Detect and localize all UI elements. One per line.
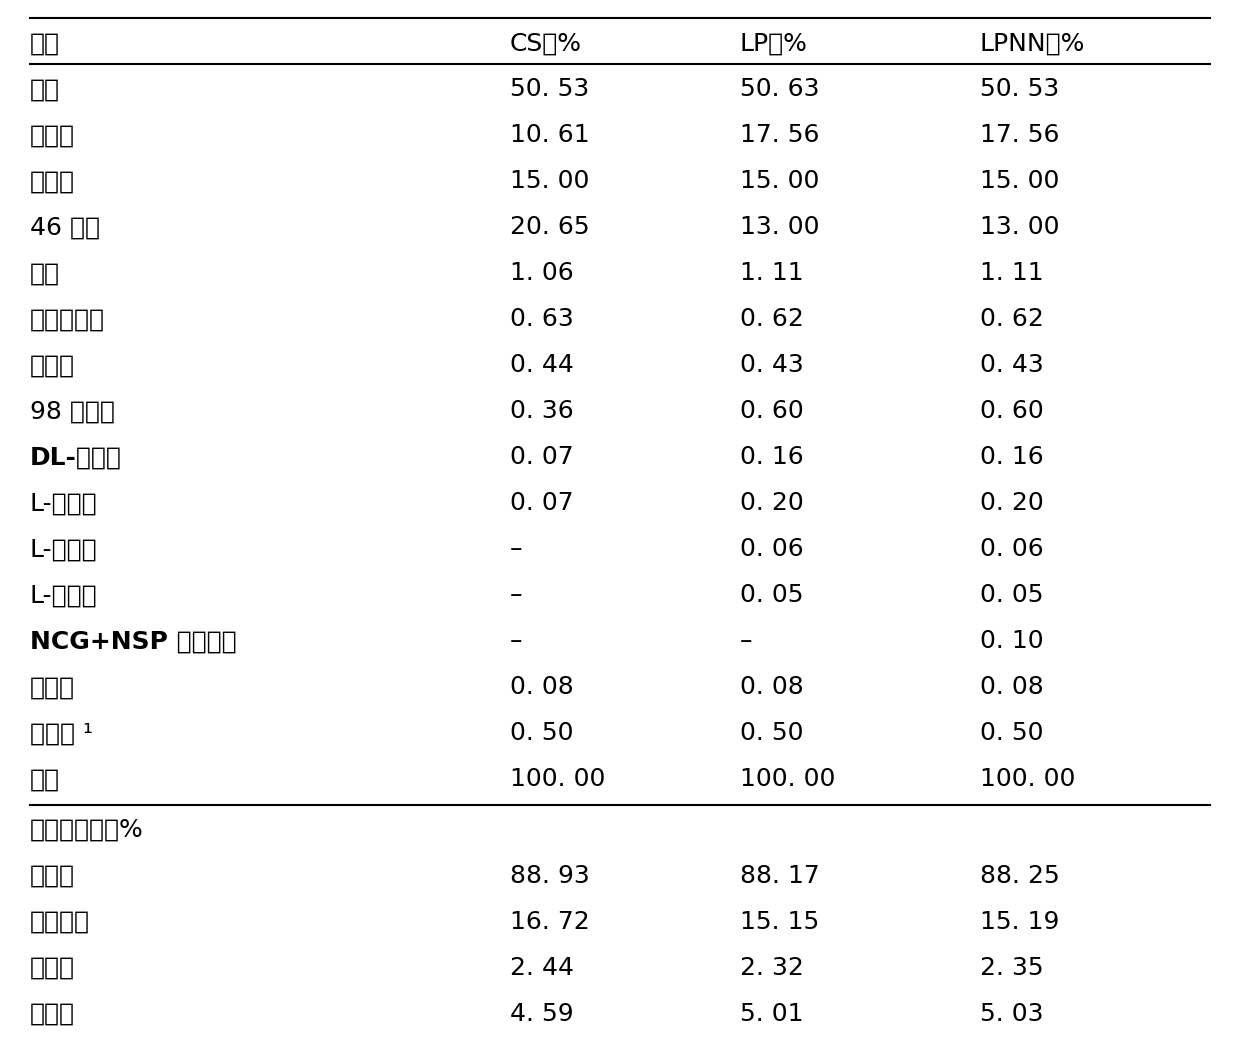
- Text: 0. 05: 0. 05: [980, 584, 1044, 608]
- Text: 0. 63: 0. 63: [510, 308, 574, 332]
- Text: 15. 00: 15. 00: [980, 169, 1059, 194]
- Text: 粗脂肪: 粗脂肪: [30, 956, 74, 980]
- Text: L-苏氨酸: L-苏氨酸: [30, 492, 98, 516]
- Text: 氯化钠: 氯化钠: [30, 354, 74, 378]
- Text: 磷酸一二钙: 磷酸一二钙: [30, 308, 105, 332]
- Text: 100. 00: 100. 00: [980, 768, 1075, 792]
- Text: 米糠粕: 米糠粕: [30, 123, 74, 147]
- Text: 98 赖氨酸: 98 赖氨酸: [30, 400, 115, 424]
- Text: 50. 63: 50. 63: [740, 77, 820, 101]
- Text: 2. 35: 2. 35: [980, 956, 1044, 980]
- Text: 防霉剂: 防霉剂: [30, 676, 74, 700]
- Text: 0. 20: 0. 20: [740, 492, 804, 516]
- Text: L-缬氨酸: L-缬氨酸: [30, 538, 98, 562]
- Text: 46 豆粕: 46 豆粕: [30, 215, 100, 240]
- Text: 0. 06: 0. 06: [740, 538, 804, 562]
- Text: 干物质: 干物质: [30, 864, 74, 888]
- Text: 0. 60: 0. 60: [980, 400, 1044, 424]
- Text: 合计: 合计: [30, 768, 60, 792]
- Text: 0. 62: 0. 62: [980, 308, 1044, 332]
- Text: 0. 16: 0. 16: [740, 446, 804, 470]
- Text: 预混料 ¹: 预混料 ¹: [30, 722, 93, 746]
- Text: 0. 44: 0. 44: [510, 354, 574, 378]
- Text: 0. 08: 0. 08: [740, 676, 804, 700]
- Text: 0. 07: 0. 07: [510, 446, 574, 470]
- Text: 0. 36: 0. 36: [510, 400, 574, 424]
- Text: –: –: [510, 538, 522, 562]
- Text: 粗蛋白质: 粗蛋白质: [30, 910, 91, 934]
- Text: CS，%: CS，%: [510, 31, 582, 55]
- Text: 88. 93: 88. 93: [510, 864, 590, 888]
- Text: 15. 00: 15. 00: [740, 169, 820, 194]
- Text: 17. 56: 17. 56: [740, 123, 820, 147]
- Text: 0. 08: 0. 08: [510, 676, 574, 700]
- Text: 13. 00: 13. 00: [980, 215, 1059, 240]
- Text: 红高梁: 红高梁: [30, 169, 74, 194]
- Text: 100. 00: 100. 00: [740, 768, 836, 792]
- Text: 0. 50: 0. 50: [510, 722, 573, 746]
- Text: 0. 08: 0. 08: [980, 676, 1044, 700]
- Text: –: –: [510, 630, 522, 654]
- Text: 0. 06: 0. 06: [980, 538, 1044, 562]
- Text: 5. 01: 5. 01: [740, 1002, 804, 1026]
- Text: 100. 00: 100. 00: [510, 768, 605, 792]
- Text: 20. 65: 20. 65: [510, 215, 590, 240]
- Text: 0. 43: 0. 43: [980, 354, 1044, 378]
- Text: 50. 53: 50. 53: [980, 77, 1059, 101]
- Text: 0. 20: 0. 20: [980, 492, 1044, 516]
- Text: 15. 00: 15. 00: [510, 169, 589, 194]
- Text: 0. 07: 0. 07: [510, 492, 574, 516]
- Text: 2. 32: 2. 32: [740, 956, 804, 980]
- Text: 88. 17: 88. 17: [740, 864, 820, 888]
- Text: 玉米: 玉米: [30, 77, 60, 101]
- Text: –: –: [740, 630, 753, 654]
- Text: 15. 19: 15. 19: [980, 910, 1059, 934]
- Text: 0. 43: 0. 43: [740, 354, 804, 378]
- Text: –: –: [510, 584, 522, 608]
- Text: 粗灰分: 粗灰分: [30, 1002, 74, 1026]
- Text: 0. 16: 0. 16: [980, 446, 1044, 470]
- Text: 1. 11: 1. 11: [980, 262, 1044, 286]
- Text: 0. 62: 0. 62: [740, 308, 804, 332]
- Text: 0. 60: 0. 60: [740, 400, 804, 424]
- Text: 0. 50: 0. 50: [740, 722, 804, 746]
- Text: LP，%: LP，%: [740, 31, 808, 55]
- Text: 13. 00: 13. 00: [740, 215, 820, 240]
- Text: 16. 72: 16. 72: [510, 910, 590, 934]
- Text: LPNN，%: LPNN，%: [980, 31, 1085, 55]
- Text: 0. 10: 0. 10: [980, 630, 1044, 654]
- Text: 88. 25: 88. 25: [980, 864, 1060, 888]
- Text: DL-蛋氨酸: DL-蛋氨酸: [30, 446, 122, 470]
- Text: 1. 11: 1. 11: [740, 262, 804, 286]
- Text: 17. 56: 17. 56: [980, 123, 1059, 147]
- Text: 4. 59: 4. 59: [510, 1002, 574, 1026]
- Text: NCG+NSP 酶复合物: NCG+NSP 酶复合物: [30, 630, 237, 654]
- Text: 0. 05: 0. 05: [740, 584, 804, 608]
- Text: 50. 53: 50. 53: [510, 77, 589, 101]
- Text: 2. 44: 2. 44: [510, 956, 574, 980]
- Text: L-色氨酸: L-色氨酸: [30, 584, 98, 608]
- Text: 化学分析值，%: 化学分析值，%: [30, 818, 144, 842]
- Text: 1. 06: 1. 06: [510, 262, 574, 286]
- Text: 石粉: 石粉: [30, 262, 60, 286]
- Text: 原料: 原料: [30, 31, 60, 55]
- Text: 15. 15: 15. 15: [740, 910, 820, 934]
- Text: 5. 03: 5. 03: [980, 1002, 1044, 1026]
- Text: 10. 61: 10. 61: [510, 123, 590, 147]
- Text: 0. 50: 0. 50: [980, 722, 1044, 746]
